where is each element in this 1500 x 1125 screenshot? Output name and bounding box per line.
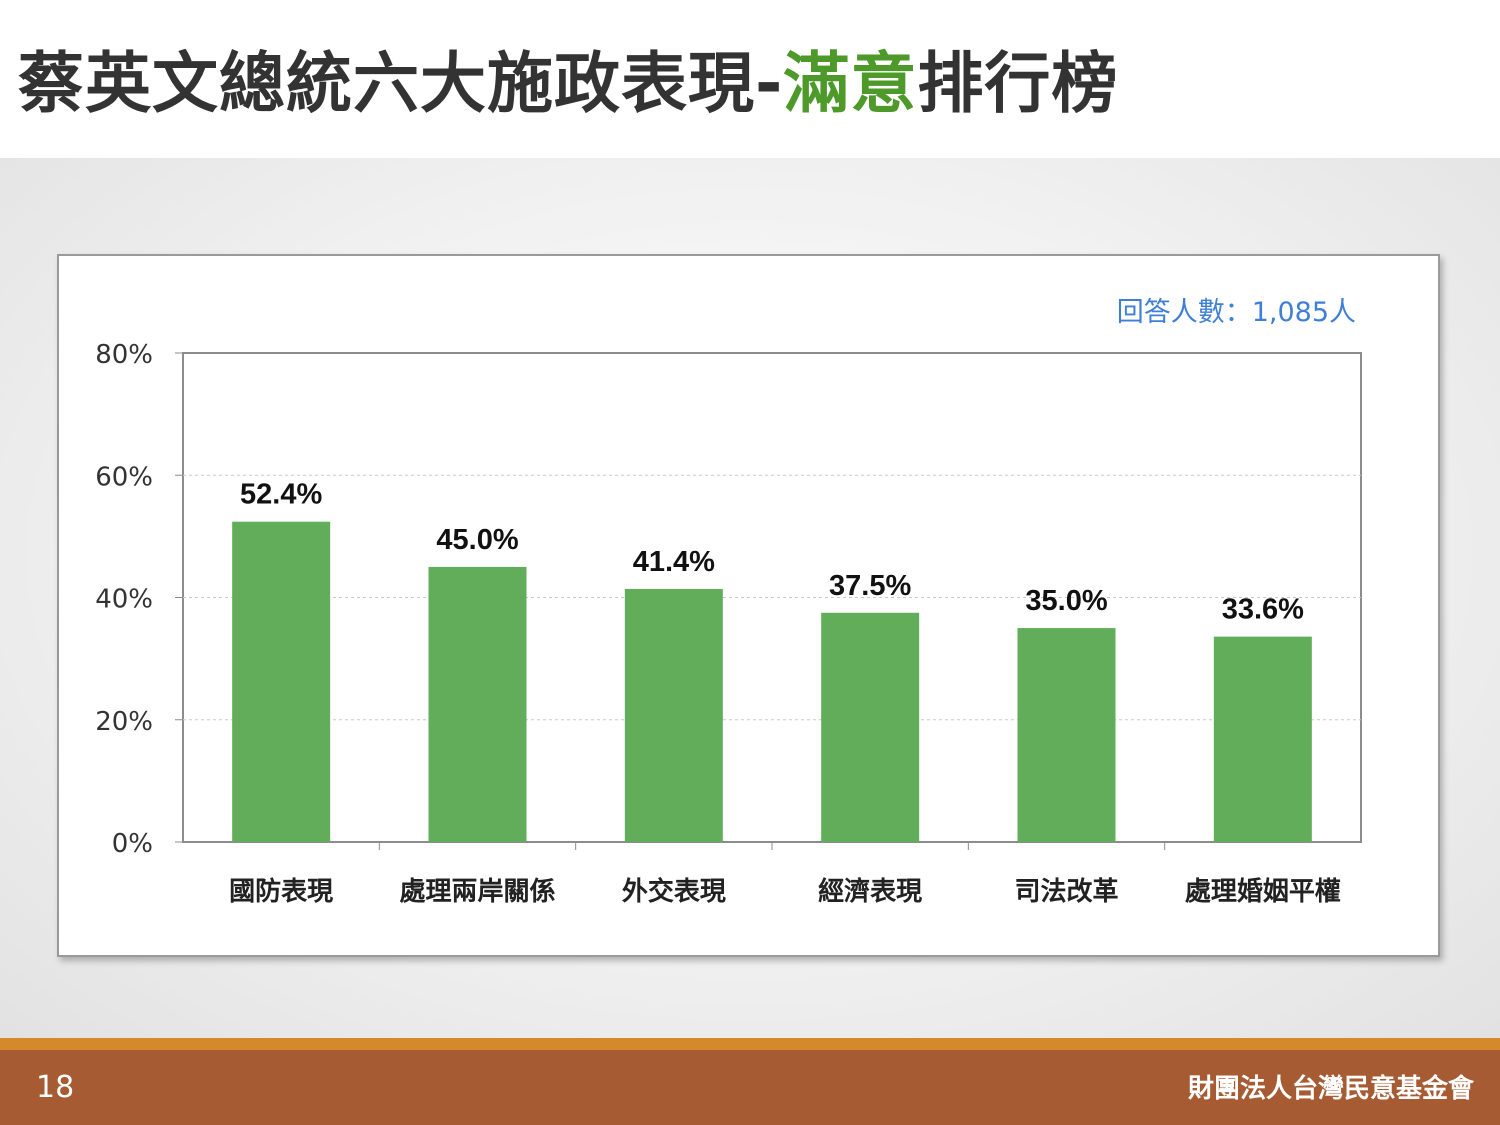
bar	[232, 521, 331, 842]
category-label: 外交表現	[622, 876, 726, 907]
y-tick-label: 20%	[95, 707, 153, 737]
footer-bar	[0, 1050, 1500, 1125]
data-label: 33.6%	[1222, 594, 1304, 626]
bar	[1213, 636, 1312, 842]
y-tick-label: 60%	[95, 462, 153, 492]
page-number: 18	[36, 1070, 75, 1105]
data-label: 52.4%	[240, 479, 322, 511]
category-label: 經濟表現	[818, 876, 922, 907]
data-label: 41.4%	[633, 546, 715, 578]
bar	[1017, 628, 1116, 842]
y-tick-label: 80%	[95, 340, 153, 370]
y-tick-label: 0%	[112, 829, 153, 859]
category-label: 處理兩岸關係	[399, 877, 555, 907]
organization-name: 財團法人台灣民意基金會	[1187, 1074, 1474, 1104]
data-label: 37.5%	[829, 570, 911, 602]
category-label: 處理婚姻平權	[1185, 877, 1341, 907]
data-label: 45.0%	[436, 524, 518, 556]
bar	[821, 612, 920, 842]
category-label: 司法改革	[1014, 876, 1118, 907]
y-tick-label: 40%	[95, 585, 153, 615]
bar	[624, 588, 723, 842]
title-highlight: 滿意	[783, 45, 918, 122]
footer-accent-line	[0, 1038, 1500, 1050]
bar	[428, 566, 527, 842]
title-main: 蔡英文總統六大施政表現-	[18, 45, 784, 122]
respondents-note: 回答人數：1,085人	[1116, 297, 1356, 328]
slide-title: 蔡英文總統六大施政表現-滿意排行榜	[18, 30, 1118, 126]
title-bar: 蔡英文總統六大施政表現-滿意排行榜	[0, 0, 1500, 158]
category-label: 國防表現	[229, 877, 333, 907]
title-tail: 排行榜	[917, 45, 1119, 122]
data-label: 35.0%	[1025, 585, 1107, 617]
